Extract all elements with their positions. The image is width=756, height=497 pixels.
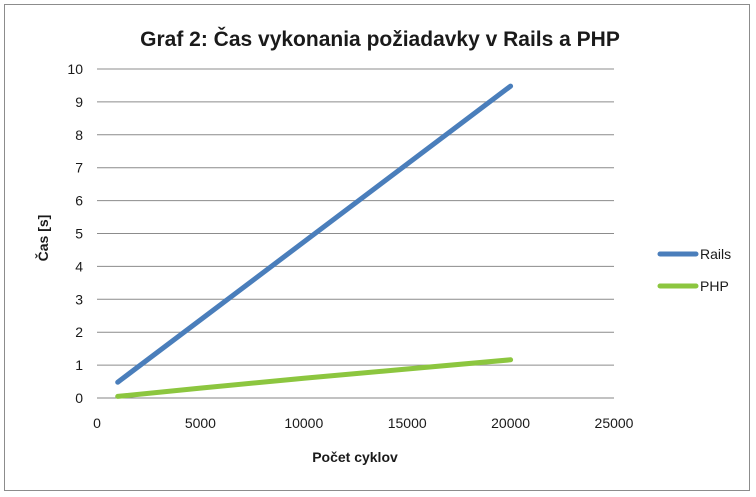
legend: Rails PHP (657, 246, 731, 294)
y-axis-label: Čas [s] (34, 215, 51, 262)
y-tick-label: 8 (75, 127, 83, 143)
x-tick-label: 10000 (284, 415, 323, 431)
y-tick-label: 3 (75, 291, 83, 307)
x-tick-label: 0 (93, 415, 101, 431)
y-tick-label: 7 (75, 160, 83, 176)
y-tick-label: 0 (75, 390, 83, 406)
series-line-php (115, 357, 514, 399)
y-tick-label: 10 (67, 61, 83, 77)
series-line-rails (115, 83, 514, 385)
x-tick-label: 5000 (185, 415, 216, 431)
y-tick-label: 1 (75, 357, 83, 373)
series-lines (115, 83, 514, 399)
x-tick-label: 25000 (595, 415, 634, 431)
x-tick-label: 15000 (388, 415, 427, 431)
gridlines (97, 68, 614, 399)
legend-label-rails: Rails (700, 246, 731, 262)
x-axis-label: Počet cyklov (312, 449, 398, 465)
chart-title: Graf 2: Čas vykonania požiadavky v Rails… (140, 27, 620, 51)
y-tick-label: 2 (75, 324, 83, 340)
y-tick-label: 9 (75, 94, 83, 110)
y-tick-labels: 0 1 2 3 4 5 6 7 8 9 10 (67, 61, 83, 406)
y-tick-label: 5 (75, 226, 83, 242)
legend-label-php: PHP (700, 278, 729, 294)
y-tick-label: 6 (75, 193, 83, 209)
y-tick-label: 4 (75, 258, 83, 274)
x-tick-labels: 0 5000 10000 15000 20000 25000 (93, 415, 634, 431)
chart-frame (4, 4, 750, 491)
x-tick-label: 20000 (491, 415, 530, 431)
